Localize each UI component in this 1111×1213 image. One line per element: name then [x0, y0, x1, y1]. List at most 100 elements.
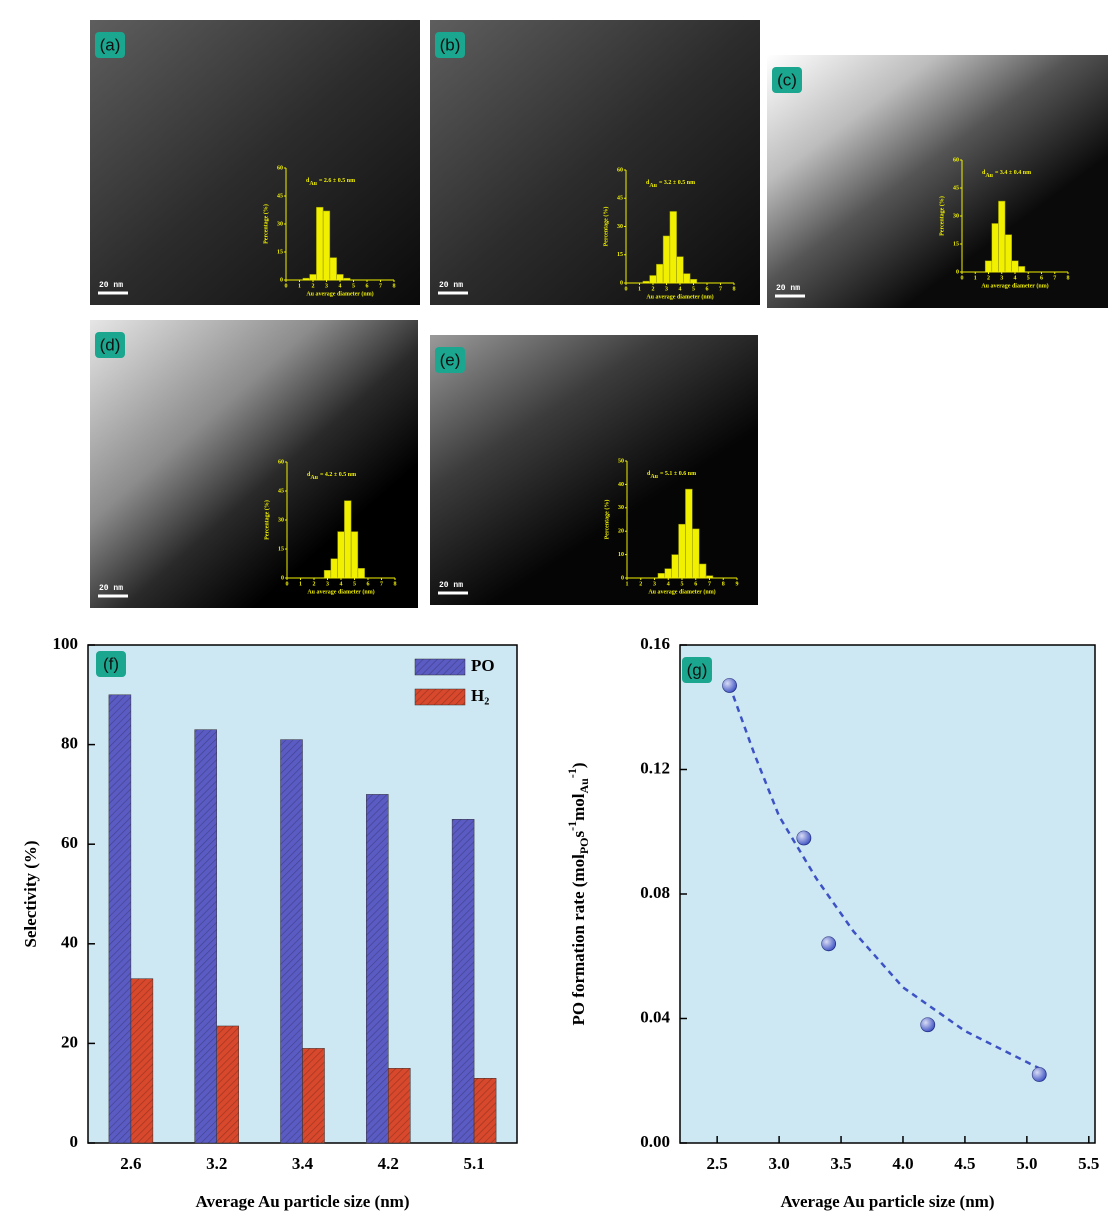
y-tick-label: 60	[277, 165, 283, 171]
x-tick-label: 2	[652, 286, 655, 292]
x-tick-label: 6	[706, 286, 709, 292]
hist-bar	[1011, 260, 1019, 273]
y-tick-label: 40	[61, 933, 78, 952]
x-tick-label: 8	[733, 286, 736, 292]
bar-hatch	[388, 1068, 411, 1143]
x-tick-label: 2	[313, 581, 316, 587]
x-tick-label: 4.5	[954, 1154, 975, 1173]
x-axis-label: Average Au particle size (nm)	[195, 1192, 409, 1211]
y-axis-label-part: -1	[565, 768, 579, 778]
bar-hatch	[216, 1025, 239, 1143]
y-tick-label: 30	[953, 213, 959, 219]
scale-bar-label: 20 nm	[99, 584, 123, 593]
x-tick-label: 3	[665, 286, 668, 292]
x-tick-label: 4.0	[892, 1154, 913, 1173]
x-axis-label: Average Au particle size (nm)	[780, 1192, 994, 1211]
y-axis-label: PO formation rate (molPOs-1molAu-1)	[565, 762, 591, 1025]
x-tick-label: 5	[681, 581, 684, 587]
x-tick-label: 0	[961, 275, 964, 281]
tem-image	[767, 55, 1108, 308]
hist-bar	[656, 263, 664, 284]
x-tick-label: 7	[379, 283, 382, 289]
x-tick-label: 6	[694, 581, 697, 587]
hist-bar	[344, 500, 352, 579]
point-group	[920, 1017, 936, 1033]
scale-bar-label: 20 nm	[776, 284, 800, 293]
x-tick-label: 7	[380, 581, 383, 587]
annotation: dAu = 3.4 ± 0.4 nm	[982, 170, 1031, 179]
x-tick-label: 5.5	[1078, 1154, 1099, 1173]
panel-label: (g)	[682, 657, 712, 683]
y-tick-label: 60	[61, 833, 78, 852]
x-tick-label: 5	[692, 286, 695, 292]
y-tick-label: 60	[953, 157, 959, 163]
y-tick-label: 45	[277, 193, 283, 199]
y-tick-label: 45	[617, 196, 623, 202]
x-tick-label: 1	[298, 283, 301, 289]
y-axis-label-part: PO	[577, 837, 591, 854]
x-tick-label: 6	[1040, 275, 1043, 281]
bar-hatch	[452, 819, 475, 1143]
x-tick-label: 0	[286, 581, 289, 587]
y-tick-label: 45	[278, 488, 284, 494]
inset-histogram: 0 10 20 30 40 50 1 2 3 4 5 6 7 8 9 Au average diameter …	[603, 458, 738, 595]
panel-label-box	[96, 651, 126, 677]
x-tick-label: 8	[393, 283, 396, 289]
x-tick-label: 5.1	[463, 1154, 484, 1173]
x-tick-label: 6	[366, 283, 369, 289]
y-tick-label: 0	[620, 280, 623, 286]
y-tick-label: 0	[621, 575, 624, 581]
annotation-sub: Au	[309, 181, 317, 187]
hist-bar	[657, 573, 666, 579]
hist-bar	[337, 531, 345, 579]
x-tick-label: 3	[653, 581, 656, 587]
x-tick-label: 7	[719, 286, 722, 292]
hist-bar	[323, 570, 332, 579]
plot-area	[679, 644, 1096, 1144]
tem-image	[430, 20, 760, 305]
panel-label-box	[772, 67, 802, 93]
x-tick-label: 4	[340, 581, 343, 587]
legend-hatch	[415, 659, 465, 675]
y-axis-label: Percentage (%)	[938, 196, 945, 236]
panel-label-box	[95, 32, 125, 58]
annotation-text: = 4.2 ± 0.5 nm	[320, 472, 356, 478]
panel-label-text: (c)	[777, 70, 797, 89]
y-tick-label: 30	[277, 221, 283, 227]
scale-bar-label: 20 nm	[439, 281, 463, 290]
annotation-text: = 5.1 ± 0.6 nm	[660, 471, 696, 477]
panel-label-box	[435, 32, 465, 58]
panel-label: (e)	[435, 347, 465, 373]
x-tick-label: 8	[722, 581, 725, 587]
bar-group	[108, 694, 132, 1144]
bar-hatch	[280, 739, 303, 1143]
panel-label: (d)	[95, 332, 125, 358]
annotation-base: d	[306, 178, 310, 184]
annotation-base: d	[307, 472, 311, 478]
panel-label: (c)	[772, 67, 802, 93]
y-tick-label: 60	[278, 459, 284, 465]
y-tick-label: 100	[53, 634, 79, 653]
annotation-base: d	[646, 180, 650, 186]
y-tick-label: 45	[953, 185, 959, 191]
y-axis-label: Percentage (%)	[263, 500, 270, 540]
y-tick-label: 30	[617, 224, 623, 230]
y-tick-label: 40	[618, 482, 624, 488]
x-tick-label: 7	[1053, 275, 1056, 281]
hist-bar	[322, 210, 331, 281]
hist-bar	[676, 256, 684, 284]
y-tick-label: 15	[278, 546, 284, 552]
hist-bar	[336, 274, 344, 281]
x-axis-label: Au average diameter (nm)	[646, 293, 713, 300]
bar-group	[366, 794, 389, 1144]
annotation-base: d	[982, 170, 986, 176]
bar-group	[302, 1048, 325, 1144]
x-tick-label: 8	[1067, 275, 1070, 281]
point-shine	[722, 678, 737, 693]
bar-hatch	[130, 978, 153, 1143]
annotation-sub: Au	[650, 474, 658, 480]
bar-hatch	[194, 729, 217, 1143]
